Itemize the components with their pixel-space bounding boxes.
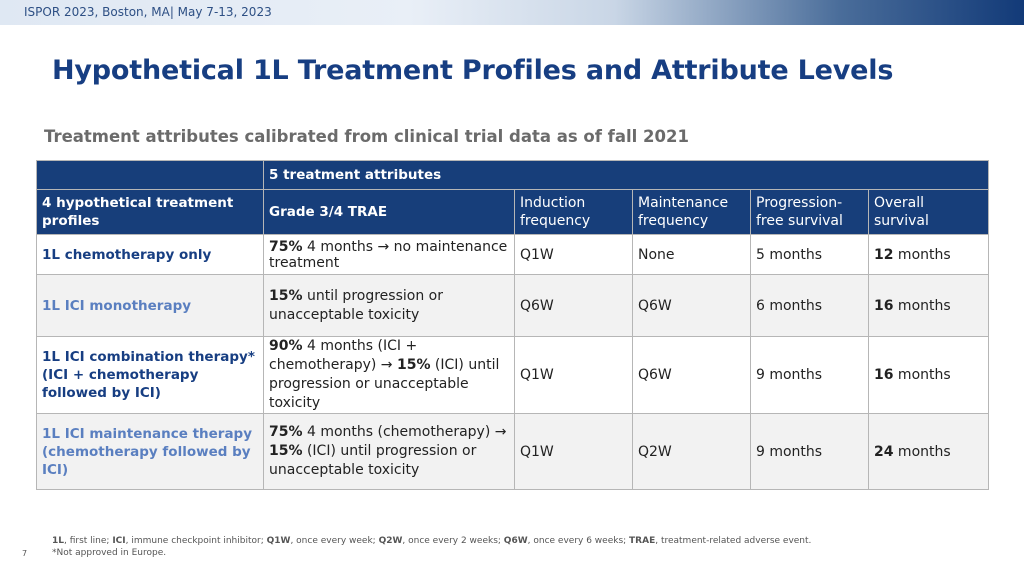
profile-name: 1L ICI maintenance therapy (chemotherapy… <box>36 413 264 490</box>
column-header-os: Overall survival <box>867 189 990 235</box>
os-value: 12 <box>874 246 894 263</box>
pfs-cell: 5 months <box>750 234 869 275</box>
trae-percent: 75% <box>269 238 303 255</box>
os-value: 16 <box>874 297 894 314</box>
abbr-term: Q6W <box>503 536 528 546</box>
induction-cell: Q1W <box>514 336 633 414</box>
trae-percent-2: 15% <box>396 357 431 373</box>
header-blank-cell <box>36 160 264 190</box>
column-header-induction: Induction frequency <box>514 189 633 235</box>
slide-title: Hypothetical 1L Treatment Profiles and A… <box>52 55 894 86</box>
trae-cell: 90% 4 months (ICI + chemotherapy) → 15% … <box>263 336 515 414</box>
trae-cell: 15% until progression or unacceptable to… <box>263 274 515 337</box>
profile-name: 1L chemotherapy only <box>36 234 264 275</box>
pfs-cell: 6 months <box>750 274 869 337</box>
abbr-term: Q1W <box>266 536 291 546</box>
pfs-cell: 9 months <box>750 336 869 414</box>
trae-description-2: (ICI) until progression or unacceptable … <box>269 357 500 411</box>
trae-cell: 75% 4 months (chemotherapy) → 15% (ICI) … <box>263 413 515 490</box>
treatment-profiles-table: 5 treatment attributes 4 hypothetical tr… <box>36 160 990 490</box>
trae-percent-2: 15% <box>269 443 303 459</box>
abbr-definition: , once every week; <box>290 536 379 546</box>
trae-cell: 75% 4 months → no maintenance treatment <box>263 234 515 275</box>
pfs-cell: 9 months <box>750 413 869 490</box>
os-unit: months <box>893 367 951 383</box>
os-unit: months <box>893 443 951 460</box>
maintenance-cell: Q2W <box>632 413 751 490</box>
maintenance-cell: Q6W <box>632 274 751 337</box>
group-header: 5 treatment attributes <box>262 160 990 190</box>
abbr-term: 1L <box>52 536 64 546</box>
os-value: 16 <box>874 367 894 383</box>
column-header-maintenance: Maintenance frequency <box>632 189 751 235</box>
trae-percent: 90% <box>269 338 303 354</box>
approval-footnote: *Not approved in Europe. <box>52 548 167 558</box>
abbr-definition: , treatment-related adverse event. <box>655 536 812 546</box>
abbr-definition: , immune checkpoint inhibitor; <box>125 536 267 546</box>
induction-cell: Q1W <box>514 413 633 490</box>
table-row: 1L ICI combination therapy* (ICI + chemo… <box>36 336 990 414</box>
induction-cell: Q1W <box>514 234 633 275</box>
abbr-definition: , once every 2 weeks; <box>402 536 504 546</box>
trae-description: 4 months (chemotherapy) → <box>302 424 507 440</box>
conference-label: ISPOR 2023, Boston, MA| May 7-13, 2023 <box>24 5 272 19</box>
trae-description: 4 months → no maintenance treatment <box>269 238 508 271</box>
abbr-definition: , first line; <box>64 536 113 546</box>
column-header-trae: Grade 3/4 TRAE <box>263 189 515 235</box>
abbr-term: TRAE <box>629 536 656 546</box>
column-header-pfs: Progression-free survival <box>750 189 869 235</box>
maintenance-cell: Q6W <box>632 336 751 414</box>
abbr-term: ICI <box>112 536 126 546</box>
profiles-header: 4 hypothetical treatment profiles <box>36 189 264 235</box>
table-row: 1L ICI monotherapy 15% until progression… <box>36 274 990 337</box>
trae-description: 4 months (ICI + chemotherapy) → <box>269 338 418 373</box>
os-unit: months <box>893 297 951 314</box>
induction-cell: Q6W <box>514 274 633 337</box>
trae-percent: 15% <box>269 287 303 304</box>
os-cell: 24 months <box>867 413 990 490</box>
os-cell: 16 months <box>867 274 990 337</box>
os-cell: 16 months <box>867 336 990 414</box>
abbreviations-footnote: 1L, first line; ICI, immune checkpoint i… <box>52 536 811 546</box>
trae-description-2: (ICI) until progression or unacceptable … <box>269 443 477 478</box>
trae-percent: 75% <box>269 424 303 440</box>
table-row: 1L ICI maintenance therapy (chemotherapy… <box>36 413 990 490</box>
page-number: 7 <box>22 549 28 558</box>
slide-subtitle: Treatment attributes calibrated from cli… <box>44 127 689 146</box>
profile-name: 1L ICI combination therapy* (ICI + chemo… <box>36 336 264 414</box>
trae-description: until progression or unacceptable toxici… <box>269 287 443 323</box>
os-value: 24 <box>874 443 894 460</box>
top-banner: ISPOR 2023, Boston, MA| May 7-13, 2023 <box>0 0 1024 25</box>
maintenance-cell: None <box>632 234 751 275</box>
os-cell: 12 months <box>867 234 990 275</box>
profile-name: 1L ICI monotherapy <box>36 274 264 337</box>
table-row: 1L chemotherapy only 75% 4 months → no m… <box>36 234 990 275</box>
abbr-term: Q2W <box>378 536 403 546</box>
abbr-definition: , once every 6 weeks; <box>527 536 630 546</box>
os-unit: months <box>893 246 951 263</box>
